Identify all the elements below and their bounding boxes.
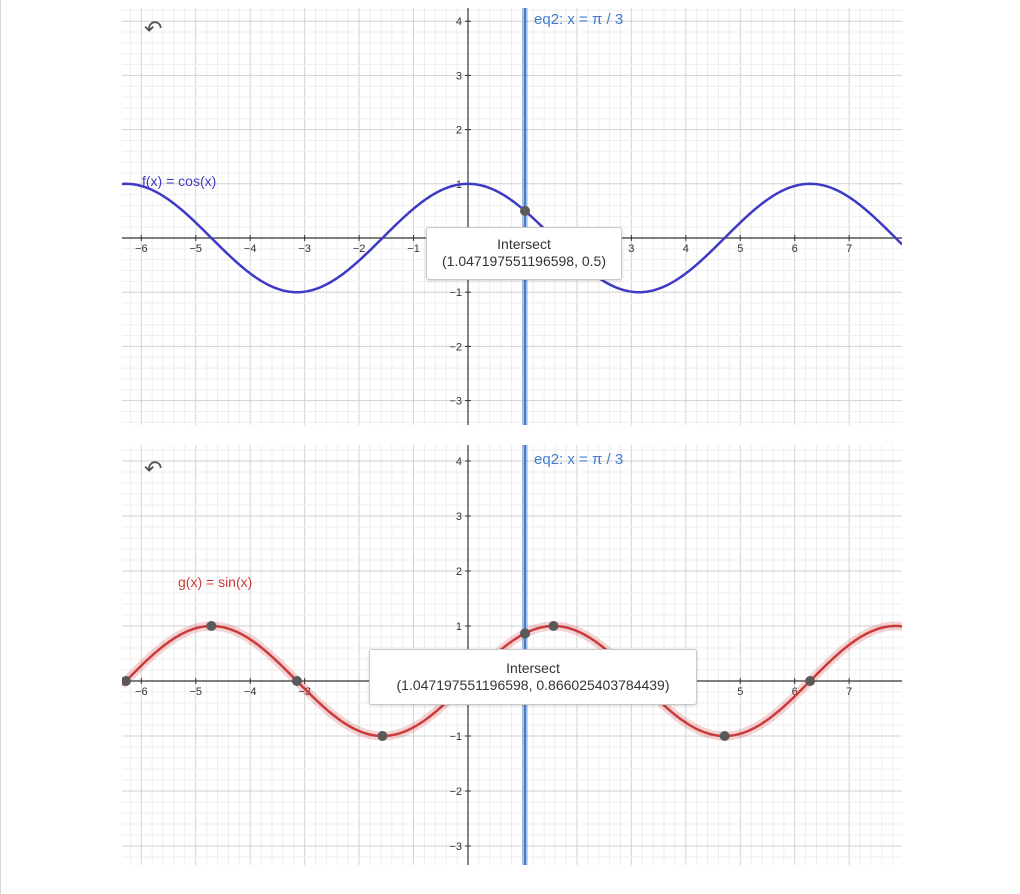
graph-panel-cos[interactable]: −6 −5 −4 −3 −2 −1 3 4 5 6 7 4 3 2 1 −1 −2 −3 eq2: x = π / … — [122, 8, 902, 425]
tooltip-value: (1.047197551196598, 0.866025403784439) — [396, 677, 670, 693]
x-tick-label: −6 — [135, 686, 148, 698]
y-tick-label: 4 — [456, 16, 462, 28]
page-left-border — [0, 0, 1, 894]
function-label[interactable]: g(x) = sin(x) — [178, 574, 252, 590]
x-tick-label: −5 — [189, 686, 202, 698]
point-marker[interactable] — [520, 628, 531, 639]
tooltip-title: Intersect — [497, 236, 551, 252]
y-tick-label: 2 — [456, 566, 462, 578]
y-tick-label: 3 — [456, 511, 462, 523]
function-curve[interactable] — [122, 182, 902, 294]
x-tick-label: 6 — [792, 686, 798, 698]
y-tick-label: −2 — [449, 786, 462, 798]
x-tick-label: −6 — [135, 243, 148, 255]
y-tick-label: −3 — [449, 396, 462, 408]
point-marker[interactable] — [291, 676, 302, 686]
x-tick-label: −3 — [298, 686, 311, 698]
tooltip-value: (1.047197551196598, 0.5) — [442, 253, 606, 269]
x-tick-label: −5 — [189, 243, 202, 255]
point-marker[interactable] — [548, 621, 559, 631]
x-tick-label: 5 — [737, 686, 743, 698]
y-tick-label: −2 — [449, 341, 462, 353]
x-tick-label: 7 — [846, 243, 852, 255]
x-tick-label: 7 — [846, 686, 852, 698]
undo-icon[interactable]: ↶ — [144, 16, 163, 41]
y-tick-label: 1 — [456, 621, 462, 633]
x-tick-label: 4 — [683, 243, 689, 255]
point-marker[interactable] — [719, 731, 730, 741]
undo-icon[interactable]: ↶ — [144, 456, 163, 481]
x-tick-label: −3 — [298, 243, 311, 255]
x-tick-label: −4 — [244, 243, 257, 255]
x-tick-label: 6 — [792, 243, 798, 255]
point-marker[interactable] — [805, 676, 816, 686]
graph-panel-sin[interactable]: −6 −5 −4 −3 5 6 7 4 3 2 1 −1 −2 −3 eq2: x = π / 3 g(x) … — [122, 445, 902, 865]
point-marker[interactable] — [377, 731, 388, 741]
y-tick-label: 4 — [456, 456, 462, 468]
function-curve[interactable] — [122, 624, 902, 738]
x-tick-label: 3 — [628, 243, 634, 255]
x-tick-label: −4 — [244, 686, 257, 698]
x-tick-label: −1 — [407, 243, 420, 255]
y-tick-label: −1 — [449, 287, 462, 299]
intersect-tooltip-cos: Intersect (1.047197551196598, 0.5) — [426, 227, 622, 280]
function-label[interactable]: f(x) = cos(x) — [142, 173, 216, 189]
point-marker[interactable] — [206, 621, 217, 631]
intersect-tooltip-sin: Intersect (1.047197551196598, 0.86602540… — [369, 649, 697, 705]
eq2-label[interactable]: eq2: x = π / 3 — [534, 11, 623, 28]
x-tick-label: 5 — [737, 243, 743, 255]
eq2-label[interactable]: eq2: x = π / 3 — [534, 451, 623, 468]
y-tick-label: −1 — [449, 731, 462, 743]
grid — [122, 8, 902, 425]
y-tick-label: −3 — [449, 841, 462, 853]
x-tick-label: −2 — [353, 243, 366, 255]
y-tick-label: 2 — [456, 125, 462, 137]
point-marker[interactable] — [122, 676, 131, 686]
point-marker[interactable] — [520, 205, 531, 216]
y-tick-label: 3 — [456, 70, 462, 82]
tooltip-title: Intersect — [506, 660, 560, 676]
